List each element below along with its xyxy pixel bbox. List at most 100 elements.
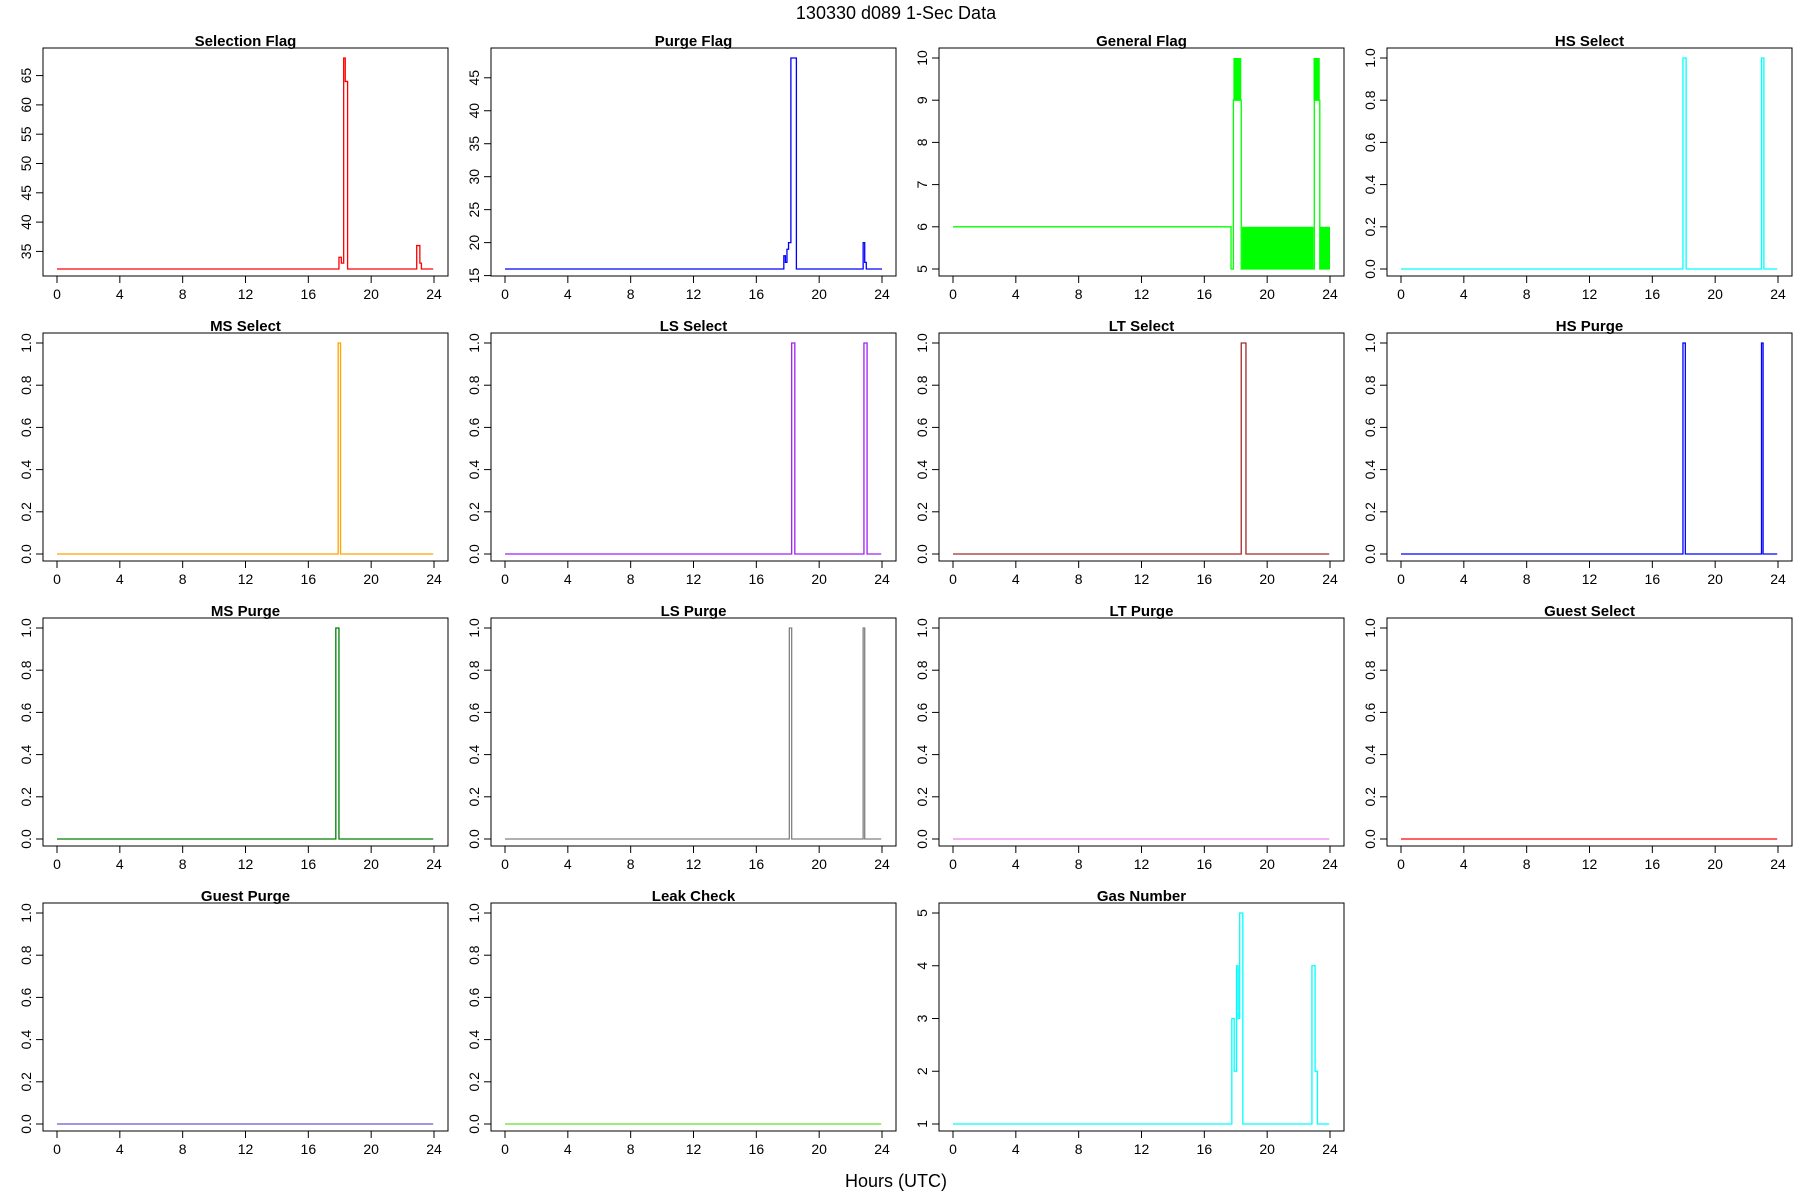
leak-check-y-tick-label: 0.0	[466, 1114, 482, 1134]
ls-purge-title: LS Purge	[661, 603, 727, 620]
general-flag-dense-band	[1242, 227, 1313, 269]
panel-general-flag: General Flag 0 4 8 12 16 20 24 5 6 7 8 9 10	[914, 33, 1344, 302]
guest-select-x-tick-label: 16	[1645, 856, 1661, 872]
gas-number-x-tick-label: 20	[1259, 1141, 1275, 1157]
lt-select-x-tick-label: 24	[1322, 571, 1338, 587]
guest-select-y-tick-label: 1.0	[1362, 618, 1378, 638]
ms-purge-x-tick-label: 20	[363, 856, 379, 872]
guest-select-title: Guest Select	[1544, 603, 1635, 620]
leak-check-title: Leak Check	[652, 888, 736, 905]
panel-ls-purge: LS Purge 0 4 8 12 16 20 24 0.0 0.2 0.4 0.6 0.8 1.0	[466, 603, 896, 872]
guest-purge-x-tick-label: 20	[363, 1141, 379, 1157]
lt-select-x-tick-label: 0	[949, 571, 957, 587]
hs-select-y-tick-label: 0.0	[1362, 259, 1378, 279]
ls-purge-y-tick-label: 1.0	[466, 618, 482, 638]
panel-lt-purge: LT Purge0 4 8 12 16 20 240.00.20.40.60.81.0	[914, 603, 1344, 872]
selection-flag-y-tick-label: 40	[18, 214, 34, 230]
ls-select-x-tick-label: 20	[811, 571, 827, 587]
hs-select-y-tick-label: 1.0	[1362, 48, 1378, 68]
gas-number-x-tick-label: 0	[949, 1141, 957, 1157]
figure-title: 130330 d089 1-Sec Data	[796, 3, 997, 23]
ls-select-y-tick-label: 0.2	[466, 502, 482, 522]
leak-check-x-tick-label: 4	[564, 1141, 572, 1157]
leak-check-x-tick-label: 20	[811, 1141, 827, 1157]
panel-hs-purge: HS Purge 0 4 8 12 16 20 24 0.0 0.2 0.4 0.6 0.8 1.0	[1362, 318, 1792, 587]
purge-flag-y-tick-label: 30	[466, 169, 482, 185]
selection-flag-x-tick-label: 4	[116, 286, 124, 302]
ls-select-y-tick-label: 1.0	[466, 333, 482, 353]
hs-select-title: HS Select	[1555, 33, 1624, 50]
ms-select-x-tick-label: 16	[301, 571, 317, 587]
lt-select-y-tick-label: 0.2	[914, 502, 930, 522]
ls-select-x-tick-label: 12	[686, 571, 702, 587]
guest-select-y-tick-label: 0.2	[1362, 787, 1378, 807]
lt-select-y-tick-label: 1.0	[914, 333, 930, 353]
lt-select-plot-frame	[939, 333, 1344, 561]
hs-purge-x-tick-label: 16	[1645, 571, 1661, 587]
guest-purge-y-tick-label: 0.0	[18, 1114, 34, 1134]
lt-purge-y-tick-label: 0.0	[914, 829, 930, 849]
leak-check-plot-frame	[491, 903, 896, 1131]
general-flag-x-tick-label: 0	[949, 286, 957, 302]
panel-guest-select: Guest Select0 4 8 12 16 20 240.00.20.40.60.81.…	[1362, 603, 1792, 872]
selection-flag-plot-frame	[43, 48, 448, 276]
panel-ms-purge: MS Purge0 4 8 12 16 20 240.00.20.40.60.81.0	[18, 603, 448, 872]
ls-purge-x-tick-label: 8	[627, 856, 635, 872]
ms-select-x-tick-label: 24	[426, 571, 442, 587]
selection-flag-title: Selection Flag	[195, 33, 297, 50]
lt-purge-y-tick-label: 0.2	[914, 787, 930, 807]
ls-purge-x-tick-label: 24	[874, 856, 890, 872]
guest-select-x-tick-label: 12	[1582, 856, 1598, 872]
general-flag-title: General Flag	[1096, 33, 1187, 50]
ms-purge-y-tick-label: 0.8	[18, 660, 34, 680]
gas-number-plot-frame	[939, 903, 1344, 1131]
general-flag-dense-band	[1314, 58, 1320, 100]
general-flag-y-tick-label: 7	[914, 180, 930, 188]
guest-purge-x-tick-label: 8	[179, 1141, 187, 1157]
leak-check-y-tick-label: 0.2	[466, 1072, 482, 1092]
leak-check-x-tick-label: 12	[686, 1141, 702, 1157]
ls-select-series-line	[505, 343, 881, 554]
purge-flag-x-tick-label: 0	[501, 286, 509, 302]
lt-purge-x-tick-label: 4	[1012, 856, 1020, 872]
ms-select-x-tick-label: 20	[363, 571, 379, 587]
guest-purge-y-tick-label: 1.0	[18, 903, 34, 923]
lt-select-title: LT Select	[1109, 318, 1175, 335]
ls-purge-x-tick-label: 20	[811, 856, 827, 872]
ms-select-series-line	[57, 343, 433, 554]
ls-select-x-tick-label: 4	[564, 571, 572, 587]
hs-purge-x-tick-label: 8	[1523, 571, 1531, 587]
selection-flag-y-tick-label: 45	[18, 185, 34, 201]
ms-purge-y-tick-label: 0.4	[18, 745, 34, 765]
leak-check-x-tick-label: 24	[874, 1141, 890, 1157]
lt-purge-x-tick-label: 16	[1197, 856, 1213, 872]
hs-select-y-tick-label: 0.8	[1362, 90, 1378, 110]
ms-purge-y-tick-label: 1.0	[18, 618, 34, 638]
gas-number-series-line	[953, 913, 1329, 1124]
lt-purge-x-tick-label: 20	[1259, 856, 1275, 872]
lt-select-x-tick-label: 16	[1197, 571, 1213, 587]
leak-check-x-tick-label: 8	[627, 1141, 635, 1157]
general-flag-x-tick-label: 20	[1259, 286, 1275, 302]
hs-purge-y-tick-label: 1.0	[1362, 333, 1378, 353]
ls-purge-y-tick-label: 0.0	[466, 829, 482, 849]
hs-select-x-tick-label: 24	[1770, 286, 1786, 302]
panel-purge-flag: Purge Flag 0 4 8 12 16 20 24 15 20 25 30 35 40 45	[466, 33, 896, 302]
ms-select-y-tick-label: 1.0	[18, 333, 34, 353]
guest-select-x-tick-label: 24	[1770, 856, 1786, 872]
guest-purge-plot-frame	[43, 903, 448, 1131]
ms-purge-x-tick-label: 16	[301, 856, 317, 872]
purge-flag-y-tick-label: 20	[466, 235, 482, 251]
hs-select-x-tick-label: 0	[1397, 286, 1405, 302]
selection-flag-x-tick-label: 0	[53, 286, 61, 302]
guest-select-x-tick-label: 8	[1523, 856, 1531, 872]
leak-check-x-tick-label: 16	[749, 1141, 765, 1157]
ms-select-x-tick-label: 0	[53, 571, 61, 587]
guest-select-y-tick-label: 0.8	[1362, 660, 1378, 680]
purge-flag-y-tick-label: 25	[466, 202, 482, 218]
hs-purge-title: HS Purge	[1556, 318, 1624, 335]
selection-flag-x-tick-label: 20	[363, 286, 379, 302]
hs-select-x-tick-label: 12	[1582, 286, 1598, 302]
purge-flag-x-tick-label: 16	[749, 286, 765, 302]
